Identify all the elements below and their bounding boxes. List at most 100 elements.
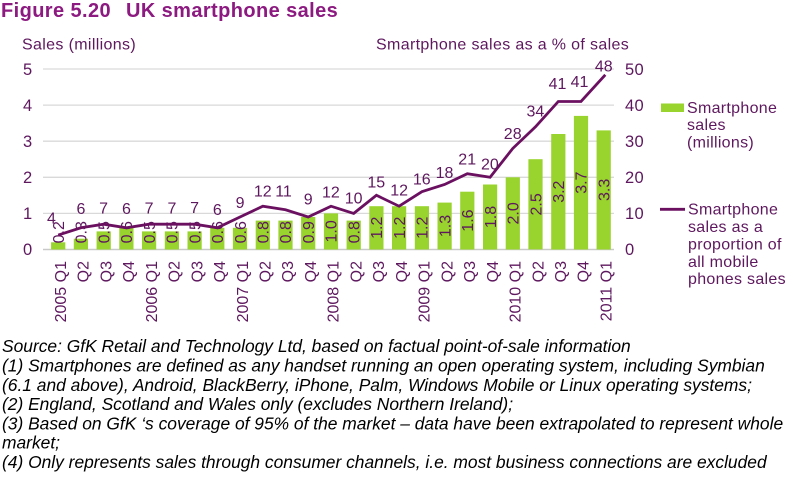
svg-text:1: 1 (23, 205, 32, 223)
svg-text:40: 40 (625, 97, 644, 115)
svg-text:(millions): (millions) (687, 135, 754, 152)
svg-text:50: 50 (625, 61, 644, 79)
svg-text:7: 7 (190, 200, 199, 217)
svg-text:4: 4 (47, 210, 56, 227)
svg-text:3.3: 3.3 (597, 179, 614, 201)
svg-text:(2) England, Scotland and Wale: (2) England, Scotland and Wales only (ex… (2, 394, 513, 414)
svg-text:0.8: 0.8 (278, 221, 295, 243)
svg-text:0.2: 0.2 (51, 221, 68, 243)
svg-text:0: 0 (625, 241, 634, 259)
svg-text:1.6: 1.6 (460, 209, 477, 231)
svg-text:41: 41 (549, 76, 567, 93)
svg-text:Q3: Q3 (462, 261, 479, 282)
svg-text:48: 48 (595, 59, 613, 76)
svg-text:10: 10 (625, 205, 644, 223)
svg-text:Q4: Q4 (485, 261, 502, 282)
svg-text:7: 7 (145, 201, 154, 218)
svg-text:0.8: 0.8 (346, 221, 363, 243)
svg-text:2011 Q1: 2011 Q1 (599, 261, 616, 321)
svg-text:6: 6 (76, 201, 85, 218)
svg-text:sales as a: sales as a (688, 219, 763, 236)
svg-text:20: 20 (625, 169, 644, 187)
svg-text:2.0: 2.0 (506, 202, 523, 224)
svg-text:Q4: Q4 (576, 261, 593, 282)
svg-text:12: 12 (390, 182, 408, 199)
svg-text:34: 34 (527, 103, 545, 120)
svg-text:9: 9 (236, 195, 245, 212)
svg-text:11: 11 (275, 183, 292, 200)
svg-text:1.2: 1.2 (392, 217, 409, 239)
svg-text:30: 30 (625, 133, 644, 151)
svg-text:1.8: 1.8 (483, 206, 500, 228)
svg-text:Q3: Q3 (553, 261, 570, 282)
svg-text:(1) Smartphones are defined as: (1) Smartphones are defined as any hands… (2, 356, 765, 376)
svg-text:0.5: 0.5 (187, 221, 204, 243)
svg-text:2.5: 2.5 (528, 193, 545, 215)
svg-text:2008 Q1: 2008 Q1 (326, 261, 343, 322)
svg-text:2007 Q1: 2007 Q1 (235, 261, 252, 322)
svg-text:sales: sales (687, 117, 726, 134)
svg-text:0.5: 0.5 (142, 221, 159, 243)
svg-text:3.2: 3.2 (551, 180, 568, 202)
svg-text:28: 28 (504, 126, 522, 143)
svg-text:1.2: 1.2 (415, 217, 432, 239)
svg-text:2005 Q1: 2005 Q1 (53, 261, 70, 322)
svg-text:0.6: 0.6 (233, 221, 250, 243)
svg-text:1.2: 1.2 (369, 217, 386, 239)
svg-text:0: 0 (23, 241, 32, 259)
svg-text:Q2: Q2 (348, 261, 365, 282)
svg-text:Sales (millions): Sales (millions) (22, 37, 136, 54)
svg-text:Source: GfK Retail and Technol: Source: GfK Retail and Technology Ltd, b… (2, 336, 631, 356)
svg-text:12: 12 (254, 183, 272, 200)
svg-text:2010 Q1: 2010 Q1 (508, 261, 525, 322)
svg-text:Smartphone sales as a % of sal: Smartphone sales as a % of sales (376, 37, 629, 54)
svg-text:1.0: 1.0 (324, 220, 341, 242)
svg-text:(4) Only represents sales thro: (4) Only represents sales through consum… (2, 452, 768, 472)
svg-text:market;: market; (2, 433, 60, 453)
svg-text:Q2: Q2 (258, 261, 275, 282)
svg-text:2: 2 (23, 169, 32, 187)
svg-text:UK smartphone sales: UK smartphone sales (126, 0, 338, 22)
svg-text:4: 4 (23, 97, 32, 115)
svg-text:all mobile: all mobile (688, 254, 759, 271)
svg-text:10: 10 (345, 191, 363, 208)
svg-text:Smartphone: Smartphone (688, 202, 778, 219)
svg-text:3: 3 (23, 133, 32, 151)
svg-text:3.7: 3.7 (574, 171, 591, 193)
svg-text:Q4: Q4 (303, 261, 320, 282)
svg-text:Q3: Q3 (280, 261, 297, 282)
svg-text:phones sales: phones sales (688, 271, 786, 288)
svg-text:2006 Q1: 2006 Q1 (144, 261, 161, 322)
svg-text:(6.1 and above), Android, Blac: (6.1 and above), Android, BlackBerry, iP… (2, 375, 752, 395)
svg-text:Smartphone: Smartphone (687, 100, 777, 117)
svg-text:9: 9 (304, 192, 313, 209)
svg-text:0.6: 0.6 (119, 221, 136, 243)
svg-text:Q2: Q2 (439, 261, 456, 282)
svg-text:21: 21 (458, 151, 476, 168)
svg-text:0.5: 0.5 (165, 221, 182, 243)
svg-text:6: 6 (213, 202, 222, 219)
svg-text:7: 7 (167, 201, 176, 218)
svg-text:0.8: 0.8 (256, 221, 273, 243)
svg-text:1.3: 1.3 (437, 215, 454, 237)
svg-text:16: 16 (413, 171, 431, 188)
svg-text:Q4: Q4 (212, 261, 229, 282)
svg-text:0.9: 0.9 (301, 221, 318, 243)
svg-text:2009 Q1: 2009 Q1 (417, 261, 434, 322)
svg-text:20: 20 (481, 157, 499, 174)
svg-text:Figure 5.20: Figure 5.20 (1, 0, 111, 22)
svg-text:12: 12 (322, 185, 340, 202)
svg-text:0.5: 0.5 (96, 221, 113, 243)
svg-text:Q4: Q4 (394, 261, 411, 282)
svg-text:0.3: 0.3 (74, 221, 91, 243)
svg-text:Q2: Q2 (76, 261, 93, 282)
svg-text:(3) Based on GfK ‘s coverage o: (3) Based on GfK ‘s coverage of 95% of t… (2, 413, 783, 433)
svg-text:5: 5 (23, 61, 32, 79)
svg-text:Q3: Q3 (189, 261, 206, 282)
svg-text:Q3: Q3 (98, 261, 115, 282)
svg-text:proportion of: proportion of (688, 236, 782, 253)
svg-text:Q4: Q4 (121, 261, 138, 282)
svg-text:Q2: Q2 (530, 261, 547, 282)
svg-text:Q3: Q3 (371, 261, 388, 282)
svg-text:7: 7 (99, 201, 108, 218)
